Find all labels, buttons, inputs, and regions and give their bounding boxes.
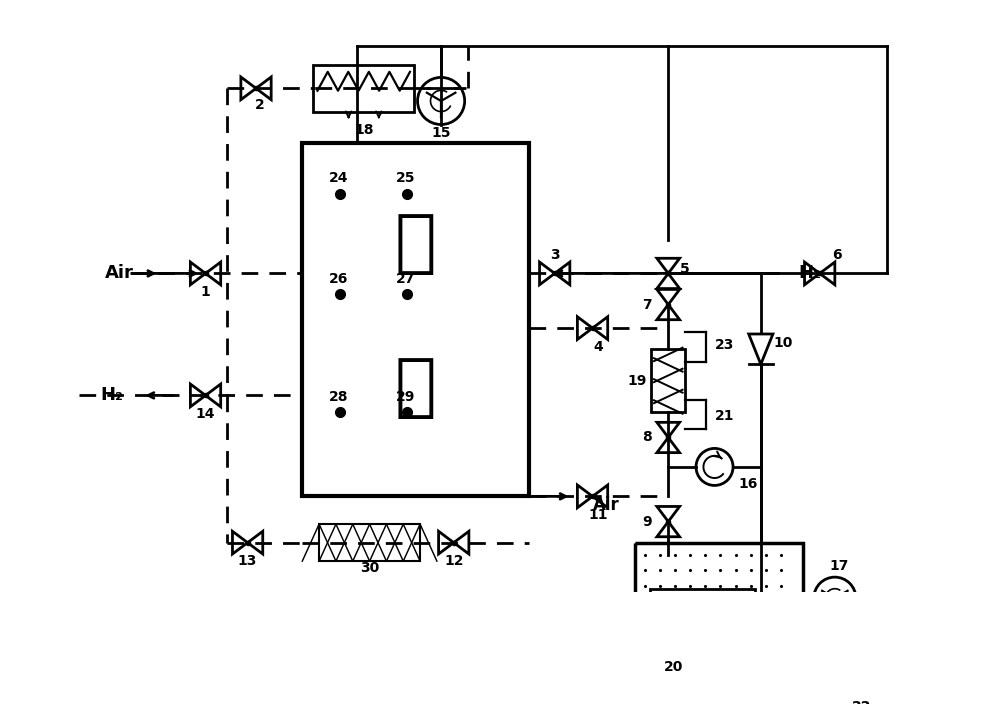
Text: 4: 4 [594, 339, 603, 353]
Text: H₂: H₂ [799, 265, 822, 282]
Text: Air: Air [593, 496, 619, 514]
Text: 14: 14 [196, 407, 215, 421]
Text: 10: 10 [773, 337, 793, 351]
Text: 26: 26 [329, 272, 348, 287]
Text: 堆: 堆 [395, 353, 437, 420]
Text: Air: Air [105, 265, 133, 282]
Text: 23: 23 [715, 338, 734, 352]
Text: 25: 25 [396, 171, 416, 185]
Text: 12: 12 [444, 554, 463, 568]
Text: 6: 6 [832, 248, 841, 262]
Bar [319, 524, 420, 561]
Text: 13: 13 [238, 554, 257, 568]
Bar [651, 349, 685, 413]
Text: 3: 3 [550, 248, 559, 262]
Text: 19: 19 [628, 374, 647, 388]
Text: 5: 5 [680, 262, 690, 276]
Text: 18: 18 [354, 123, 373, 137]
Text: 27: 27 [396, 272, 415, 287]
Bar [302, 143, 529, 496]
Text: 30: 30 [360, 561, 379, 575]
Text: 28: 28 [329, 390, 348, 404]
Text: 20: 20 [664, 660, 683, 674]
Text: 24: 24 [329, 171, 348, 185]
Text: 16: 16 [738, 477, 757, 491]
Text: 29: 29 [396, 390, 415, 404]
Text: H₂: H₂ [100, 386, 123, 404]
Text: 1: 1 [201, 285, 210, 299]
Text: 21: 21 [715, 410, 734, 423]
Text: 15: 15 [431, 126, 451, 140]
Text: 9: 9 [642, 515, 651, 529]
Text: 11: 11 [589, 508, 608, 522]
Text: 17: 17 [829, 559, 849, 573]
Bar [650, 589, 755, 703]
Text: 电: 电 [395, 210, 437, 277]
Text: 7: 7 [642, 298, 651, 312]
Bar [635, 543, 803, 704]
Text: 2: 2 [255, 98, 265, 112]
Text: 22: 22 [852, 700, 871, 704]
Bar [313, 65, 414, 112]
Text: 8: 8 [642, 430, 651, 444]
